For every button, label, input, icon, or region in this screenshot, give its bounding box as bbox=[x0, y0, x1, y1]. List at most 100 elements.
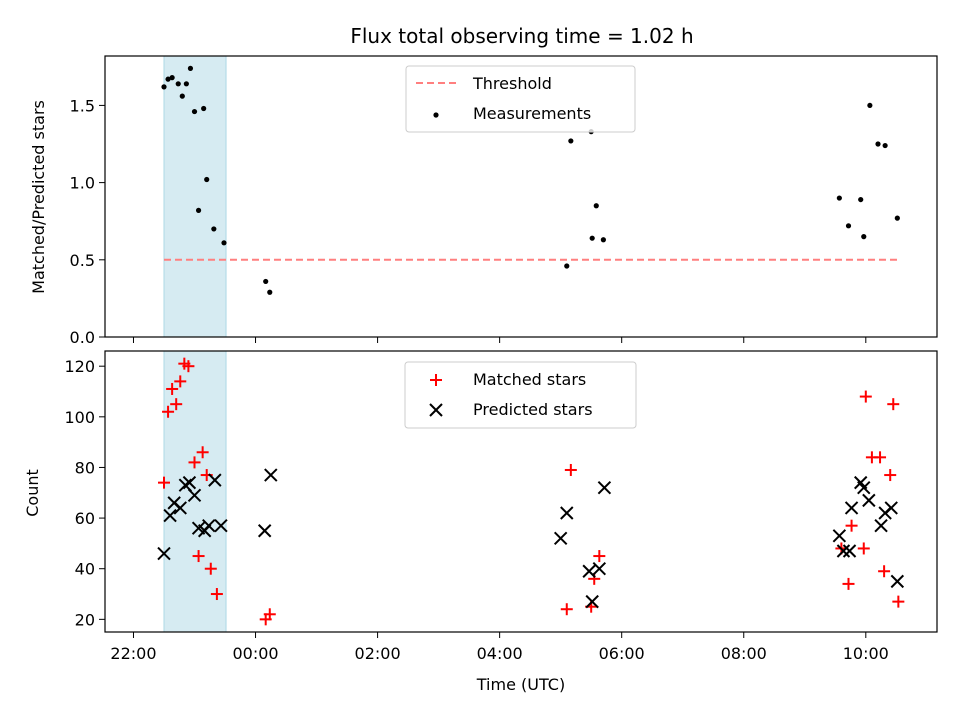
bottom-y-tick-label: 60 bbox=[75, 509, 95, 528]
bottom-y-axis-label: Count bbox=[23, 469, 42, 517]
measurement-point bbox=[211, 226, 217, 232]
predicted-star-point bbox=[874, 518, 888, 533]
bottom-y-tick-label: 100 bbox=[64, 408, 95, 427]
predicted-star-point bbox=[890, 574, 905, 589]
predicted-star-point bbox=[157, 546, 171, 561]
measurement-point bbox=[221, 240, 227, 246]
measurement-point bbox=[161, 84, 167, 90]
predicted-star-point bbox=[862, 493, 876, 508]
measurement-point bbox=[169, 75, 175, 81]
top-y-tick-label: 1.5 bbox=[70, 96, 95, 115]
matched-star-point bbox=[874, 451, 887, 464]
predicted-star-point bbox=[214, 518, 228, 533]
predicted-star-point bbox=[832, 529, 847, 543]
x-tick-label: 00:00 bbox=[232, 644, 278, 663]
measurement-point bbox=[165, 76, 171, 82]
predicted-star-point bbox=[163, 508, 177, 523]
measurement-point bbox=[894, 215, 900, 221]
shaded-region bbox=[163, 350, 227, 633]
legend-measurements-label: Measurements bbox=[473, 104, 591, 123]
legend-threshold-label: Threshold bbox=[472, 74, 552, 93]
measurement-point bbox=[836, 195, 842, 201]
predicted-star-point bbox=[844, 501, 859, 515]
matched-star-point bbox=[204, 562, 217, 575]
shaded-region bbox=[163, 55, 227, 338]
matched-star-point bbox=[593, 550, 606, 563]
measurement-point bbox=[882, 142, 888, 149]
bottom-plot-frame bbox=[104, 350, 938, 633]
predicted-star-point bbox=[857, 480, 871, 495]
measurement-point bbox=[195, 207, 202, 213]
matched-star-point bbox=[564, 463, 577, 476]
top-y-axis-label: Matched/Predicted stars bbox=[29, 100, 48, 294]
top-legend: Threshold Measurements bbox=[405, 65, 636, 133]
matched-star-point bbox=[174, 375, 187, 388]
measurement-point bbox=[867, 102, 873, 109]
measurement-point bbox=[267, 289, 273, 295]
x-tick-label: 04:00 bbox=[477, 644, 523, 663]
measurement-point bbox=[175, 81, 181, 87]
measurement-point bbox=[568, 138, 574, 144]
top-plot-frame bbox=[104, 55, 938, 338]
matched-star-point bbox=[857, 542, 870, 555]
predicted-star-point bbox=[553, 531, 568, 546]
predicted-star-point bbox=[257, 524, 272, 538]
measurement-point bbox=[201, 105, 207, 112]
measurement-point bbox=[263, 278, 269, 285]
measurement-point bbox=[875, 141, 881, 147]
predicted-star-point bbox=[585, 594, 599, 609]
predicted-star-point bbox=[597, 480, 612, 495]
x-tick-label: 10:00 bbox=[843, 644, 889, 663]
bottom-y-tick-label: 20 bbox=[75, 610, 95, 629]
measurement-point bbox=[187, 65, 194, 71]
measurement-point bbox=[564, 263, 570, 269]
bottom-legend: Matched stars Predicted stars bbox=[404, 361, 637, 429]
chart-title: Flux total observing time = 1.02 h bbox=[350, 24, 693, 48]
matched-star-point bbox=[859, 390, 872, 403]
legend-matched-marker bbox=[430, 374, 442, 386]
predicted-star-point bbox=[582, 564, 596, 578]
matched-star-point bbox=[182, 360, 195, 373]
legend-matched-label: Matched stars bbox=[473, 370, 586, 389]
bottom-y-tick-label: 40 bbox=[75, 560, 95, 579]
top-y-tick-label: 0.5 bbox=[70, 251, 95, 270]
predicted-star-point bbox=[173, 501, 187, 515]
legend-predicted-marker bbox=[429, 403, 443, 417]
matched-star-point bbox=[196, 446, 209, 459]
measurement-point bbox=[589, 235, 595, 241]
predicted-star-point bbox=[884, 501, 898, 515]
x-tick-label: 02:00 bbox=[355, 644, 401, 663]
matched-star-point bbox=[887, 398, 900, 411]
x-axis-label: Time (UTC) bbox=[476, 675, 565, 694]
x-tick-label: 06:00 bbox=[599, 644, 645, 663]
measurement-point bbox=[179, 93, 185, 99]
predicted-star-point bbox=[842, 544, 857, 558]
measurement-point bbox=[191, 108, 198, 115]
predicted-star-point bbox=[836, 544, 851, 558]
measurement-point bbox=[845, 223, 852, 229]
matched-star-point bbox=[188, 456, 201, 469]
matched-star-point bbox=[157, 476, 170, 489]
matched-star-point bbox=[263, 608, 276, 621]
matched-star-point bbox=[884, 469, 897, 482]
top-y-tick-label: 0.0 bbox=[70, 328, 95, 347]
measurement-point bbox=[861, 234, 867, 240]
matched-star-point bbox=[162, 405, 175, 418]
legend-measurements-marker bbox=[433, 112, 439, 118]
measurement-point bbox=[600, 237, 606, 243]
bottom-y-tick-label: 80 bbox=[75, 458, 95, 477]
bottom-y-tick-label: 120 bbox=[64, 357, 95, 376]
matched-star-point bbox=[170, 398, 183, 411]
predicted-star-point bbox=[264, 468, 278, 482]
predicted-star-point bbox=[182, 475, 197, 490]
matched-star-point bbox=[210, 588, 223, 601]
predicted-star-point bbox=[592, 562, 607, 576]
matched-star-point bbox=[845, 519, 858, 532]
x-tick-label: 08:00 bbox=[721, 644, 767, 663]
measurement-point bbox=[858, 196, 864, 203]
matched-star-point bbox=[560, 603, 573, 616]
measurement-point bbox=[593, 203, 599, 209]
predicted-star-point bbox=[560, 506, 574, 520]
predicted-star-point bbox=[208, 473, 222, 487]
